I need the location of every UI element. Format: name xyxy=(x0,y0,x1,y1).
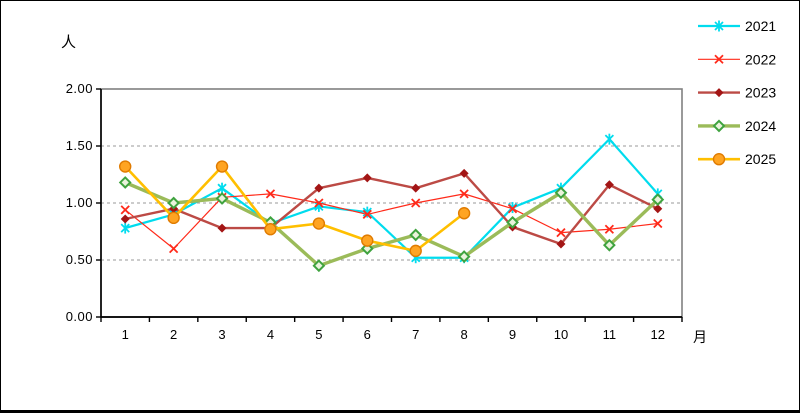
series-2025 xyxy=(119,160,471,258)
data-point-marker xyxy=(556,228,566,238)
data-point-marker xyxy=(651,193,665,206)
legend-item-2024[interactable]: 2024 xyxy=(698,118,776,134)
data-point-marker xyxy=(714,88,724,98)
data-point-marker xyxy=(506,215,519,229)
data-point-marker xyxy=(362,173,372,183)
data-point-marker xyxy=(712,152,726,166)
data-point-marker xyxy=(312,217,326,230)
data-point-marker xyxy=(314,198,324,208)
data-point-marker xyxy=(120,214,130,224)
x-axis-tick-label: 12 xyxy=(650,327,666,342)
series-line-2022 xyxy=(124,193,659,250)
data-point-marker xyxy=(118,176,132,189)
data-point-marker xyxy=(217,223,227,233)
legend-item-2025[interactable]: 2025 xyxy=(698,151,776,167)
series-2024 xyxy=(118,176,665,273)
legend-label-2025: 2025 xyxy=(745,151,776,167)
data-point-marker xyxy=(712,119,726,133)
x-axis-tick-label: 9 xyxy=(508,327,517,342)
data-point-marker xyxy=(604,180,614,190)
y-axis-tick-label: 2.00 xyxy=(65,81,93,96)
data-point-marker xyxy=(120,205,130,215)
x-axis-title: 月 xyxy=(693,329,707,345)
data-point-marker xyxy=(653,204,663,214)
data-point-marker xyxy=(411,198,421,208)
legend-label-2021: 2021 xyxy=(745,18,776,34)
data-point-marker xyxy=(556,239,566,249)
x-axis-tick-label: 3 xyxy=(218,327,226,342)
series-line-2024 xyxy=(123,180,660,268)
x-axis-tick-label: 1 xyxy=(121,327,129,342)
y-axis-tick-label: 0.00 xyxy=(65,309,93,324)
data-point-marker xyxy=(215,160,229,173)
series-line-2025 xyxy=(123,165,466,253)
data-point-marker xyxy=(265,189,276,199)
data-point-marker xyxy=(312,259,326,273)
data-point-marker xyxy=(167,196,181,210)
data-point-marker xyxy=(604,224,615,234)
x-axis-tick-label: 7 xyxy=(412,327,420,342)
data-point-marker xyxy=(167,211,180,225)
data-point-marker xyxy=(507,204,518,214)
x-axis-tick-label: 10 xyxy=(553,327,569,342)
data-point-marker xyxy=(119,160,132,173)
legend-label-2022: 2022 xyxy=(745,51,776,67)
data-point-marker xyxy=(554,186,568,200)
data-point-marker xyxy=(215,192,229,205)
data-point-marker xyxy=(409,228,423,242)
y-axis-tick-label: 0.50 xyxy=(65,252,93,267)
x-axis-tick-label: 8 xyxy=(460,327,468,342)
legend-item-2023[interactable]: 2023 xyxy=(698,85,776,101)
x-axis-tick-label: 4 xyxy=(266,327,275,342)
x-axis-tick-label: 11 xyxy=(602,327,617,342)
y-axis-tick-label: 1.50 xyxy=(65,138,93,153)
y-axis-title: 人 xyxy=(61,34,77,51)
data-point-marker xyxy=(409,244,422,258)
series-2021 xyxy=(120,133,663,264)
x-axis-tick-label: 6 xyxy=(363,327,371,342)
x-axis-tick-label: 5 xyxy=(315,327,323,342)
data-point-marker xyxy=(653,218,663,229)
legend-label-2024: 2024 xyxy=(745,118,776,134)
legend-label-2023: 2023 xyxy=(745,85,776,101)
data-point-marker xyxy=(457,250,471,263)
data-point-marker xyxy=(714,54,724,64)
series-line-2023 xyxy=(124,172,659,246)
legend-item-2022[interactable]: 2022 xyxy=(698,51,776,67)
data-point-marker xyxy=(459,189,469,199)
x-axis-tick-label: 2 xyxy=(170,327,178,342)
series-line-2021 xyxy=(124,138,659,259)
data-point-marker xyxy=(362,209,372,220)
data-point-marker xyxy=(457,207,471,220)
y-axis-tick-label: 1.00 xyxy=(65,195,93,210)
legend-item-2021[interactable]: 2021 xyxy=(698,18,776,34)
data-point-marker xyxy=(411,183,421,193)
data-point-marker xyxy=(459,168,469,178)
data-point-marker xyxy=(168,243,179,254)
data-point-marker xyxy=(361,234,374,247)
data-point-marker xyxy=(314,183,324,193)
data-point-marker xyxy=(264,223,277,236)
data-point-marker xyxy=(602,238,616,252)
